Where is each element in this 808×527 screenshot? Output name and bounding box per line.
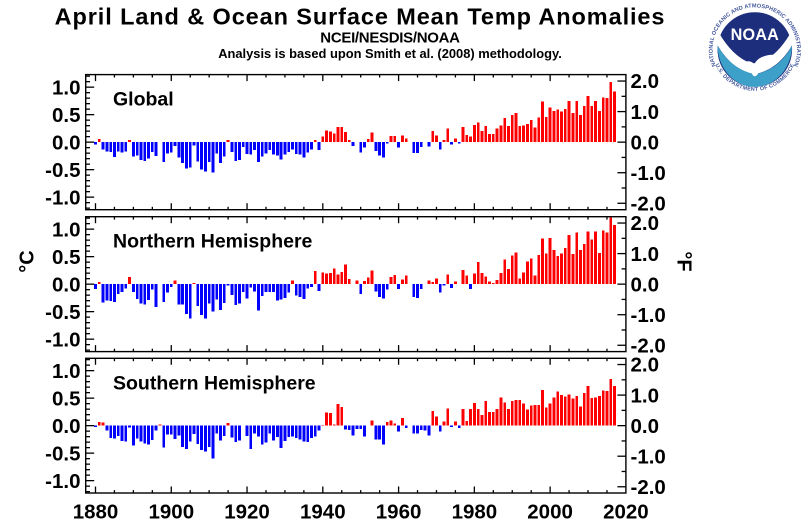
svg-text:-2.0: -2.0 bbox=[631, 193, 666, 216]
svg-text:-2.0: -2.0 bbox=[631, 335, 666, 358]
svg-text:-1.0: -1.0 bbox=[631, 445, 666, 468]
svg-text:1.0: 1.0 bbox=[52, 360, 81, 383]
svg-text:-0.5: -0.5 bbox=[45, 442, 80, 465]
svg-text:1.0: 1.0 bbox=[52, 76, 81, 99]
svg-text:0.0: 0.0 bbox=[52, 415, 81, 438]
svg-text:NCEI/NESDIS/NOAA: NCEI/NESDIS/NOAA bbox=[320, 30, 460, 47]
svg-text:-0.5: -0.5 bbox=[45, 301, 80, 324]
svg-text:-0.5: -0.5 bbox=[45, 159, 80, 182]
svg-text:-1.0: -1.0 bbox=[45, 470, 80, 493]
svg-text:-2.0: -2.0 bbox=[631, 476, 666, 499]
svg-text:°C: °C bbox=[17, 250, 39, 272]
svg-text:2.0: 2.0 bbox=[631, 70, 660, 93]
svg-text:0.0: 0.0 bbox=[52, 131, 81, 154]
svg-text:1.0: 1.0 bbox=[631, 101, 660, 124]
svg-text:-1.0: -1.0 bbox=[45, 328, 80, 351]
svg-text:-1.0: -1.0 bbox=[631, 162, 666, 185]
svg-text:0.0: 0.0 bbox=[631, 131, 660, 154]
svg-text:1960: 1960 bbox=[376, 500, 422, 522]
svg-text:Analysis is based upon Smith e: Analysis is based upon Smith et al. (200… bbox=[218, 46, 562, 61]
svg-text:1940: 1940 bbox=[300, 500, 346, 522]
svg-text:Northern Hemisphere: Northern Hemisphere bbox=[113, 231, 313, 253]
svg-text:0.5: 0.5 bbox=[52, 387, 81, 410]
svg-text:1980: 1980 bbox=[452, 500, 498, 522]
svg-text:2.0: 2.0 bbox=[631, 354, 660, 377]
svg-text:1.0: 1.0 bbox=[631, 243, 660, 266]
svg-text:1920: 1920 bbox=[224, 500, 270, 522]
svg-text:0.0: 0.0 bbox=[52, 273, 81, 296]
svg-text:1900: 1900 bbox=[148, 500, 194, 522]
svg-text:0.5: 0.5 bbox=[52, 246, 81, 269]
svg-text:1.0: 1.0 bbox=[52, 218, 81, 241]
svg-text:2020: 2020 bbox=[603, 500, 649, 522]
svg-text:1880: 1880 bbox=[73, 500, 119, 522]
svg-text:April Land & Ocean Surface Mea: April Land & Ocean Surface Mean Temp Ano… bbox=[55, 3, 666, 29]
svg-text:-1.0: -1.0 bbox=[45, 186, 80, 209]
svg-text:NOAA: NOAA bbox=[731, 26, 780, 44]
svg-text:2000: 2000 bbox=[527, 500, 573, 522]
svg-text:2.0: 2.0 bbox=[631, 212, 660, 235]
svg-text:°F: °F bbox=[673, 251, 695, 271]
svg-text:0.0: 0.0 bbox=[631, 415, 660, 438]
svg-text:0.5: 0.5 bbox=[52, 104, 81, 127]
svg-text:1.0: 1.0 bbox=[631, 384, 660, 407]
svg-text:-1.0: -1.0 bbox=[631, 304, 666, 327]
svg-text:Global: Global bbox=[113, 89, 174, 111]
svg-text:Southern Hemisphere: Southern Hemisphere bbox=[113, 372, 316, 394]
svg-text:0.0: 0.0 bbox=[631, 273, 660, 296]
